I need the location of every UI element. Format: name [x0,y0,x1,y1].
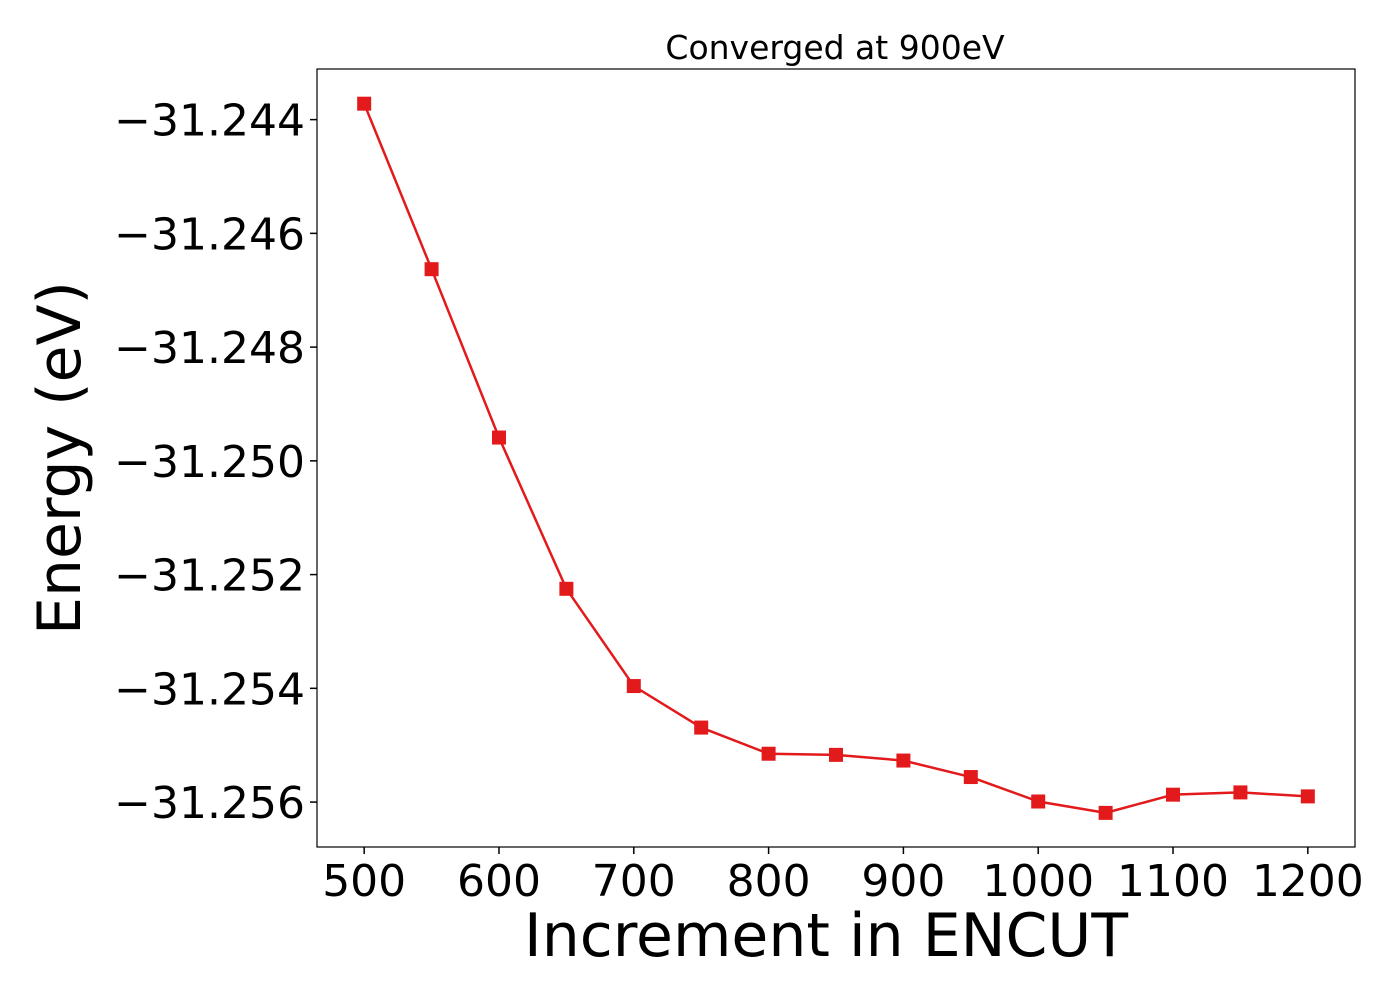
x-axis-label: Increment in ENCUT [524,901,1128,971]
data-point [829,747,843,762]
y-tick-label: −31.246 [114,209,305,260]
y-tick-label: −31.256 [114,778,305,829]
data-point [491,430,506,445]
x-tick-label: 700 [592,856,676,907]
y-tick-label: −31.254 [114,664,305,715]
data-point [694,720,709,735]
x-tick-label: 800 [727,856,811,907]
y-tick-label: −31.248 [114,323,305,374]
x-tick-label: 900 [861,856,945,907]
chart-title: Converged at 900eV [665,28,1005,67]
data-point [1233,785,1248,800]
chart-marks: 500 600 700 800 900 1000 1100 1200 −31.256 −31.25… [114,68,1364,907]
y-tick-label: −31.250 [114,437,305,488]
y-tick-label: −31.252 [114,551,305,602]
x-tick-label: 1100 [1117,856,1229,907]
x-tick-label: 600 [457,856,541,907]
data-point [1300,789,1315,804]
plot-frame [316,68,1356,848]
data-point [1031,794,1046,809]
data-point [1166,787,1181,802]
y-axis-label: Energy (eV) [25,281,95,635]
data-point [963,770,978,785]
x-tick-label: 500 [322,856,406,907]
data-point [424,262,439,277]
x-tick-label: 1000 [982,856,1094,907]
data-point [357,96,372,111]
data-point [559,581,574,596]
data-point [761,746,776,761]
data-point [626,679,641,694]
y-tick-label: −31.244 [114,96,305,147]
data-point [1098,805,1113,820]
data-point [896,753,911,768]
x-tick-label: 1200 [1252,856,1364,907]
